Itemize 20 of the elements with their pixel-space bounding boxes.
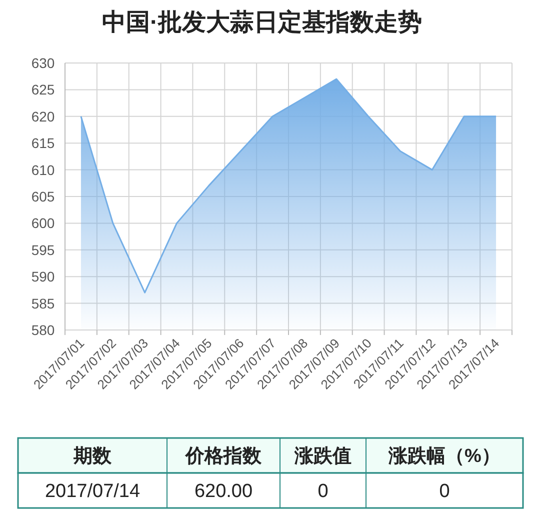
text: 涨跌幅（%）	[388, 446, 500, 467]
y-tick-label: 610	[31, 162, 55, 178]
text: 0	[439, 481, 450, 502]
text: 0	[318, 481, 328, 502]
y-tick-label: 630	[31, 55, 55, 71]
y-tick-label: 590	[31, 268, 55, 285]
y-tick-label: 585	[31, 295, 55, 312]
y-tick-label: 605	[31, 188, 55, 204]
text: 期数	[72, 446, 112, 467]
chart-title: 中国·批发大蒜日定基指数走势	[102, 9, 422, 36]
y-tick-label: 580	[31, 322, 55, 338]
text: 价格指数	[184, 446, 262, 467]
y-tick-label: 620	[31, 108, 55, 124]
y-tick-label: 600	[31, 215, 55, 232]
y-tick-label: 625	[31, 82, 55, 98]
text: 2017/07/14	[44, 481, 140, 502]
y-tick-label: 615	[31, 135, 55, 152]
text: 涨跌值	[294, 446, 352, 467]
text: 620.00	[194, 481, 253, 502]
y-tick-label: 595	[31, 242, 55, 258]
